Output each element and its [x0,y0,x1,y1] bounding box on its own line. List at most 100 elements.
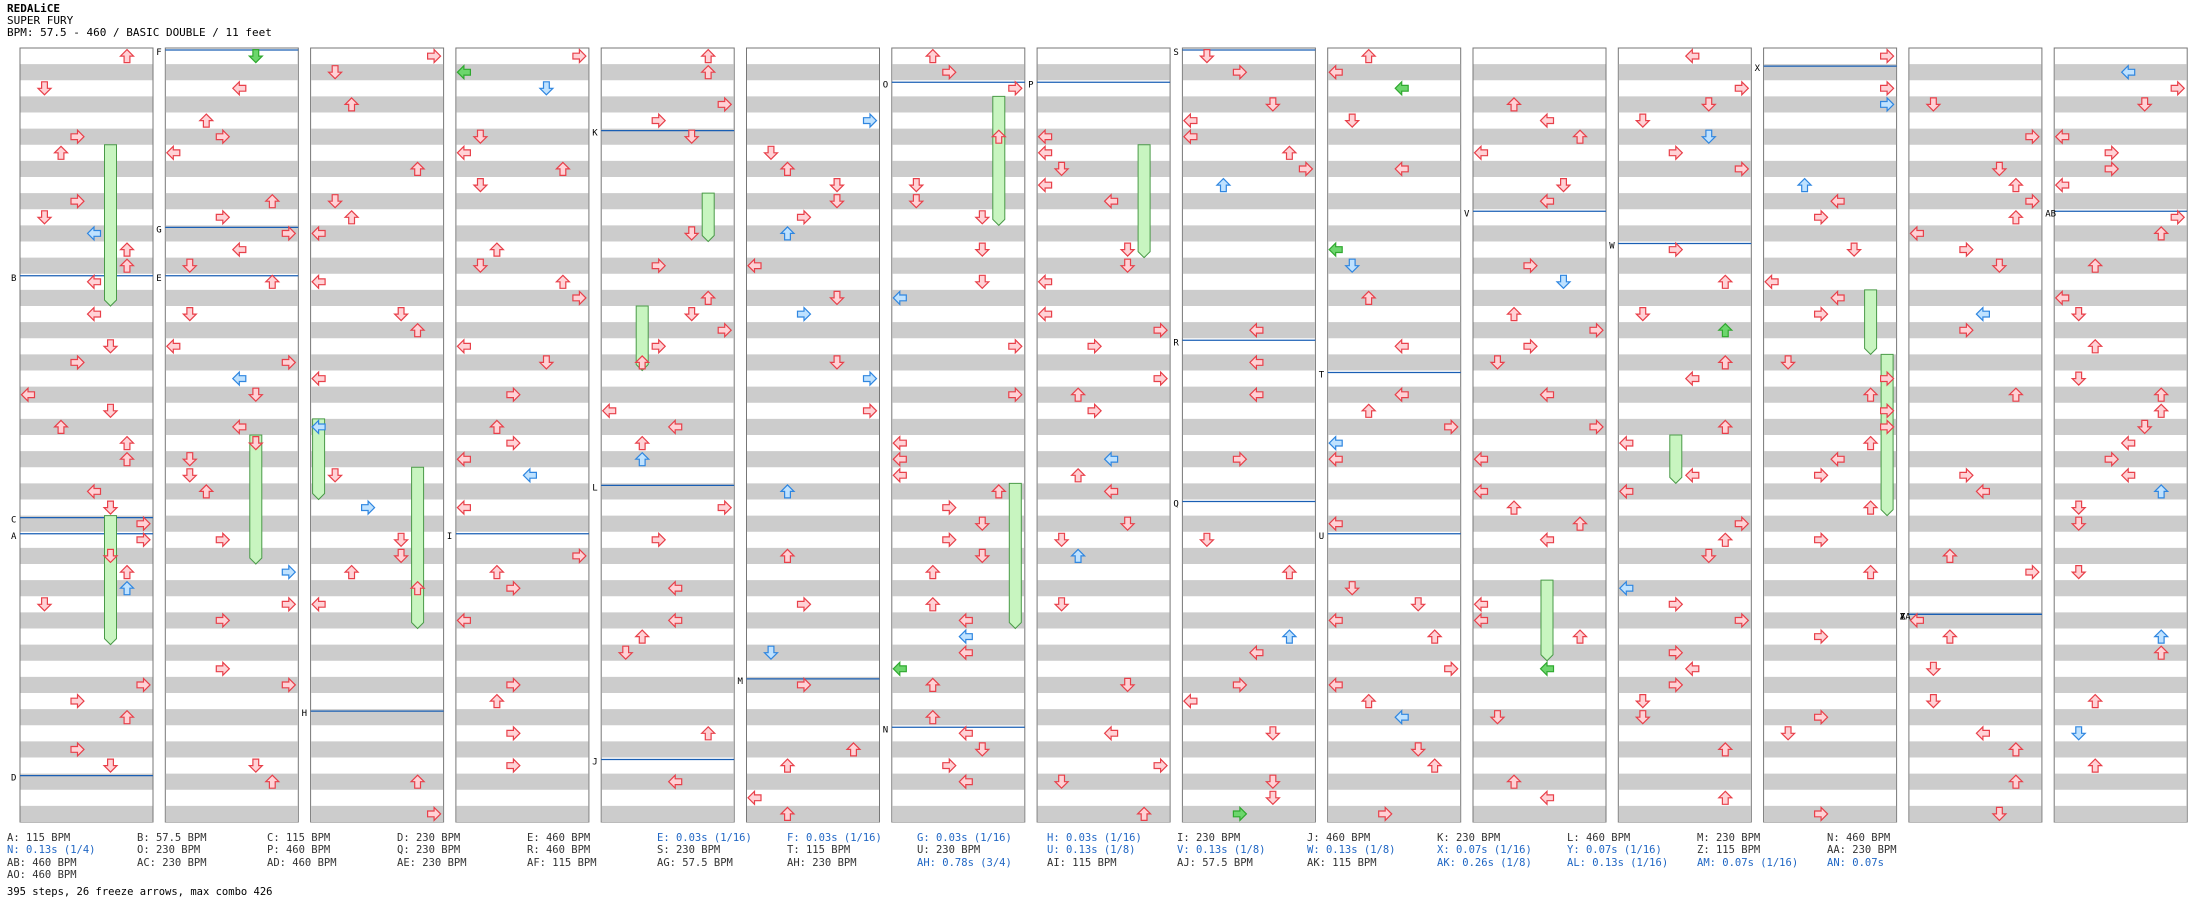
beat-stripe [456,741,589,758]
beat-stripe [747,225,879,242]
step-arrow [779,226,796,241]
beat-stripe [1618,96,1751,113]
step-arrow [862,402,878,419]
step-arrow [651,531,667,548]
freeze-arrow [1008,482,1022,630]
step-arrow [845,742,862,757]
beat-stripe [1473,418,1606,435]
beat-stripe [20,612,153,629]
step-arrow [488,693,505,709]
beat-stripe [20,580,153,597]
beat-stripe [2054,709,2187,726]
beat-stripe [1618,805,1751,822]
beat-stripe [2054,354,2187,371]
beat-stripe [456,451,589,468]
step-arrow [281,596,297,613]
beat-stripe [1909,773,2042,790]
step-arrow [779,758,796,773]
step-arrow [1344,581,1361,596]
step-arrow [747,257,762,274]
step-arrow [327,194,344,209]
section-marker-label: T [1319,371,1325,381]
beat-stripe [456,257,589,274]
beat-stripe [1182,418,1315,435]
legend-entry: AH: 0.78s (3/4) [917,856,1012,869]
step-arrow [181,258,198,274]
step-arrow [974,516,991,532]
step-arrow [427,805,442,822]
step-arrow [908,194,925,209]
beat-stripe [1182,483,1315,500]
step-arrow [1426,629,1443,644]
step-arrow [1879,80,1895,97]
step-arrow [1249,354,1264,371]
step-arrow [119,258,135,273]
step-arrow [1813,531,1829,548]
step-arrow [70,193,85,210]
beat-stripe [1473,515,1606,532]
step-arrow [1830,193,1845,210]
legend-entry: Q: 230 BPM [397,844,461,857]
step-arrow [409,161,426,176]
beat-stripe [892,386,1025,403]
legend-entry: P: 460 BPM [267,844,331,857]
section-marker-label: M [738,677,744,687]
beat-stripe [456,289,589,306]
beat-stripe [1182,160,1315,177]
beat-stripe [20,160,153,177]
step-arrow [667,612,683,629]
beat-stripe [165,225,298,242]
chart-column: M [738,47,880,823]
freeze-arrow [1669,434,1683,485]
beat-stripe [1037,96,1170,113]
beat-stripe [1328,257,1461,274]
beat-stripe [1618,193,1751,210]
step-arrow [990,484,1007,499]
beat-stripe [1328,96,1461,113]
beat-stripe [601,515,734,532]
beat-stripe [1328,773,1461,790]
step-arrow [2070,371,2087,386]
section-marker-label: Q [1173,500,1178,510]
step-arrow [1136,806,1153,822]
step-arrow [361,499,376,516]
beat-stripe [311,64,444,81]
step-arrow [1183,693,1198,710]
beat-stripe [892,580,1025,597]
beat-stripe [1764,289,1897,306]
step-arrow [1734,160,1750,177]
song-title: SUPER FURY [7,14,74,27]
step-arrow [311,273,326,290]
legend-entry: N: 460 BPM [1827,832,1891,844]
beat-stripe [601,128,734,145]
beat-stripe [601,225,734,242]
beat-stripe [1328,644,1461,661]
chart-column: AB [2045,47,2188,823]
step-arrow [1344,113,1361,128]
beat-stripe [456,547,589,564]
section-marker-label: W [1609,242,1615,252]
step-arrow [717,96,733,113]
step-arrow [1700,548,1717,564]
step-arrow [231,418,247,435]
beat-stripe [311,386,444,403]
beat-stripe [165,805,298,822]
step-arrow [1183,128,1198,145]
legend-entry: AC: 230 BPM [137,856,207,869]
beat-stripe [892,322,1025,339]
step-arrow [717,499,733,516]
step-arrow [829,290,845,306]
step-arrow [683,129,700,145]
step-arrow [2007,387,2024,402]
beat-stripe [311,644,444,661]
legend-entry: AD: 460 BPM [267,856,337,869]
beat-stripe [20,805,153,822]
step-arrow [667,773,683,790]
beat-stripe [1909,612,2042,629]
beat-stripe [1909,741,2042,758]
beat-stripe [20,515,153,532]
step-arrow [1394,160,1409,177]
beat-stripe [1182,289,1315,306]
beat-stripe [601,418,734,435]
beat-stripe [20,225,153,242]
